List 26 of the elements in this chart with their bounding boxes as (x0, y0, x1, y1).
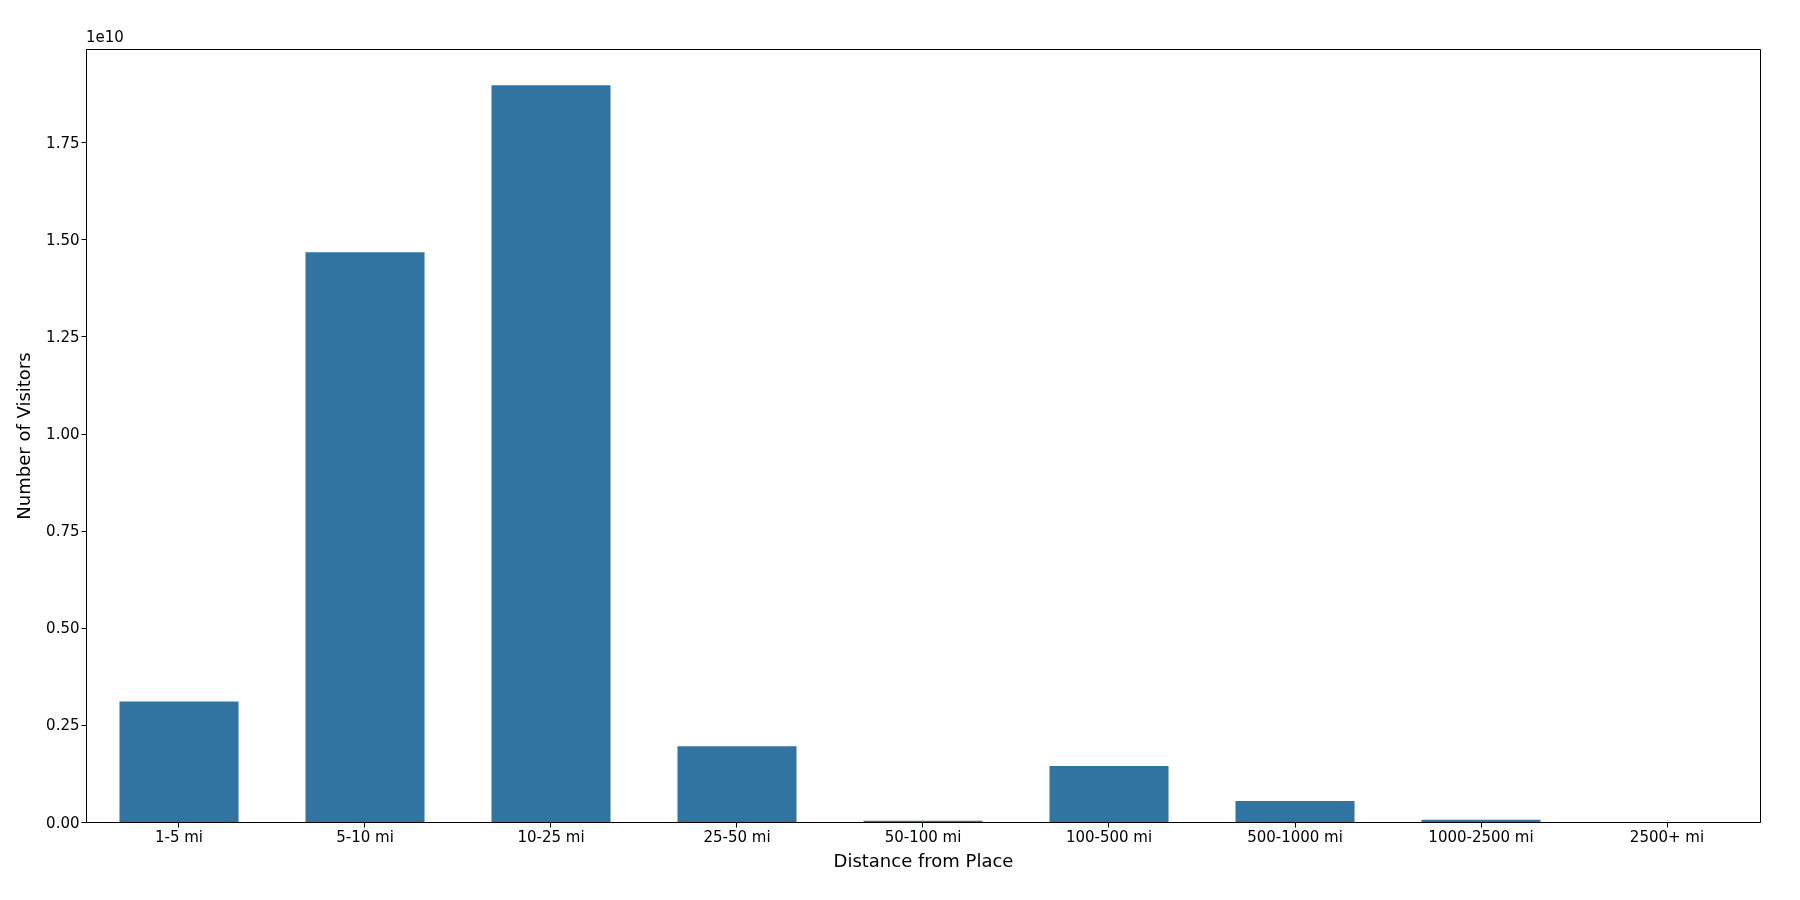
y-tick-label: 0.50 (46, 619, 80, 638)
x-tick-label: 1-5 mi (154, 827, 204, 846)
text: 1e10 (86, 28, 124, 46)
y-axis-title: Number of Visitors (13, 352, 35, 520)
y-tick-label: 1.25 (46, 327, 80, 346)
y-tick-label: 0.00 (46, 813, 80, 832)
x-tick-label: 25-50 mi (703, 827, 771, 846)
y-tick-label: 0.75 (46, 522, 80, 541)
x-tick-label: 100-500 mi (1065, 827, 1153, 846)
y-tick-label: 0.25 (46, 716, 80, 735)
x-tick-label: 50-100 mi (884, 827, 962, 846)
bar (1235, 801, 1355, 822)
bar (677, 746, 797, 822)
y-tick-label: 1.75 (46, 133, 80, 152)
x-tick-label: 2500+ mi (1629, 827, 1705, 846)
bar (1049, 766, 1169, 822)
x-axis-title: Distance from Place (833, 849, 1014, 871)
y-tick-label: 1.50 (46, 230, 80, 249)
bar (491, 85, 611, 822)
x-tick-label: 500-1000 mi (1247, 827, 1343, 846)
x-tick-label: 1000-2500 mi (1428, 827, 1534, 846)
y-tick-label: 1.00 (46, 425, 80, 444)
x-tick-label: 5-10 mi (336, 827, 394, 846)
bar (305, 252, 425, 822)
x-tick-label: 10-25 mi (517, 827, 585, 846)
bar (119, 701, 239, 822)
